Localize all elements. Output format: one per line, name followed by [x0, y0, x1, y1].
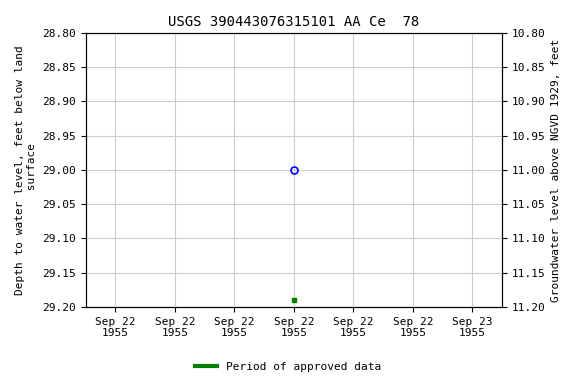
Y-axis label: Groundwater level above NGVD 1929, feet: Groundwater level above NGVD 1929, feet	[551, 38, 561, 301]
Y-axis label: Depth to water level, feet below land
 surface: Depth to water level, feet below land su…	[15, 45, 37, 295]
Title: USGS 390443076315101 AA Ce  78: USGS 390443076315101 AA Ce 78	[168, 15, 419, 29]
Legend: Period of approved data: Period of approved data	[191, 358, 385, 377]
